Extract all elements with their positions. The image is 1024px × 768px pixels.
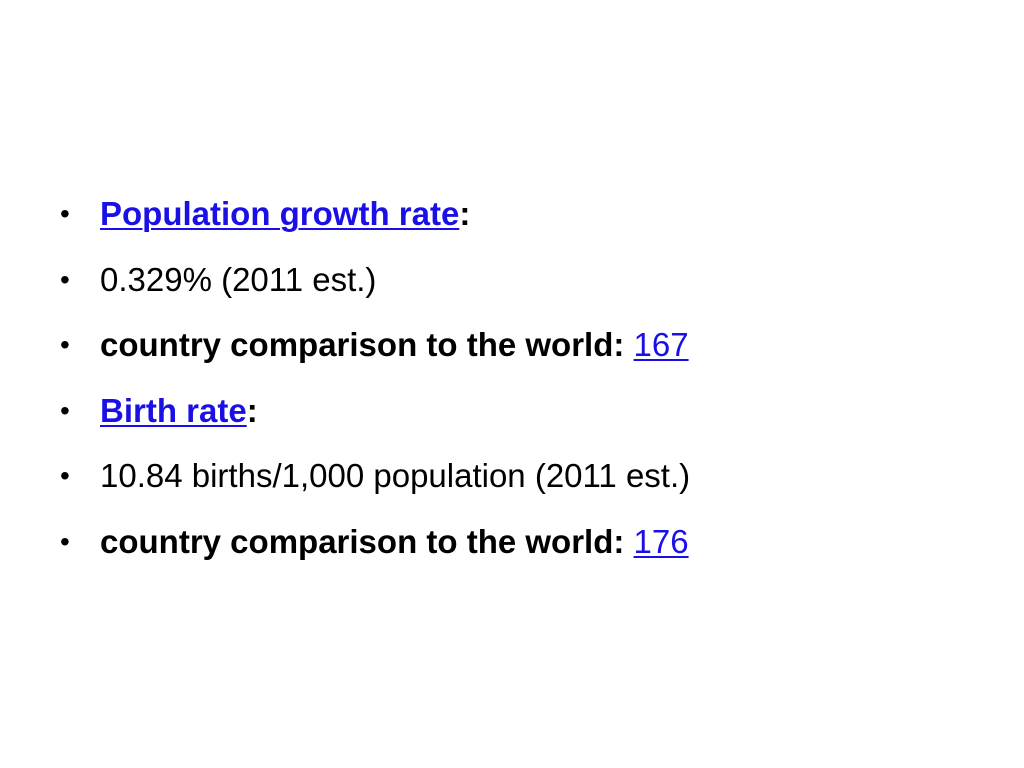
comparison-label: country comparison to the world: xyxy=(100,522,634,560)
rank-167-link[interactable]: 167 xyxy=(633,326,689,364)
item-suffix: : xyxy=(459,195,471,232)
bullet-icon: • xyxy=(60,394,70,426)
bullet-icon: • xyxy=(60,525,70,557)
birth-rate-value: 10.84 births/1,000 population (2011 est.… xyxy=(100,457,691,495)
birth-rate-link[interactable]: Birth rate xyxy=(100,391,247,429)
bullet-list: • Population growth rate: • 0.329% (2011… xyxy=(60,188,980,582)
list-item: • 0.329% (2011 est.) xyxy=(60,254,980,320)
list-item: • country comparison to the world: 167 xyxy=(60,319,980,385)
population-growth-rate-link[interactable]: Population growth rate xyxy=(100,195,460,232)
list-item: • Birth rate: xyxy=(60,385,980,451)
bullet-icon: • xyxy=(60,198,70,229)
bullet-icon: • xyxy=(60,460,70,492)
bullet-icon: • xyxy=(60,329,70,361)
list-item: • 10.84 births/1,000 population (2011 es… xyxy=(60,450,980,516)
item-suffix: : xyxy=(246,391,258,429)
comparison-label: country comparison to the world: xyxy=(100,326,634,364)
population-growth-value: 0.329% (2011 est.) xyxy=(100,260,377,298)
bullet-icon: • xyxy=(60,263,70,295)
list-item: • country comparison to the world: 176 xyxy=(60,516,980,582)
list-item: • Population growth rate: xyxy=(60,188,980,254)
rank-176-link[interactable]: 176 xyxy=(633,522,689,560)
